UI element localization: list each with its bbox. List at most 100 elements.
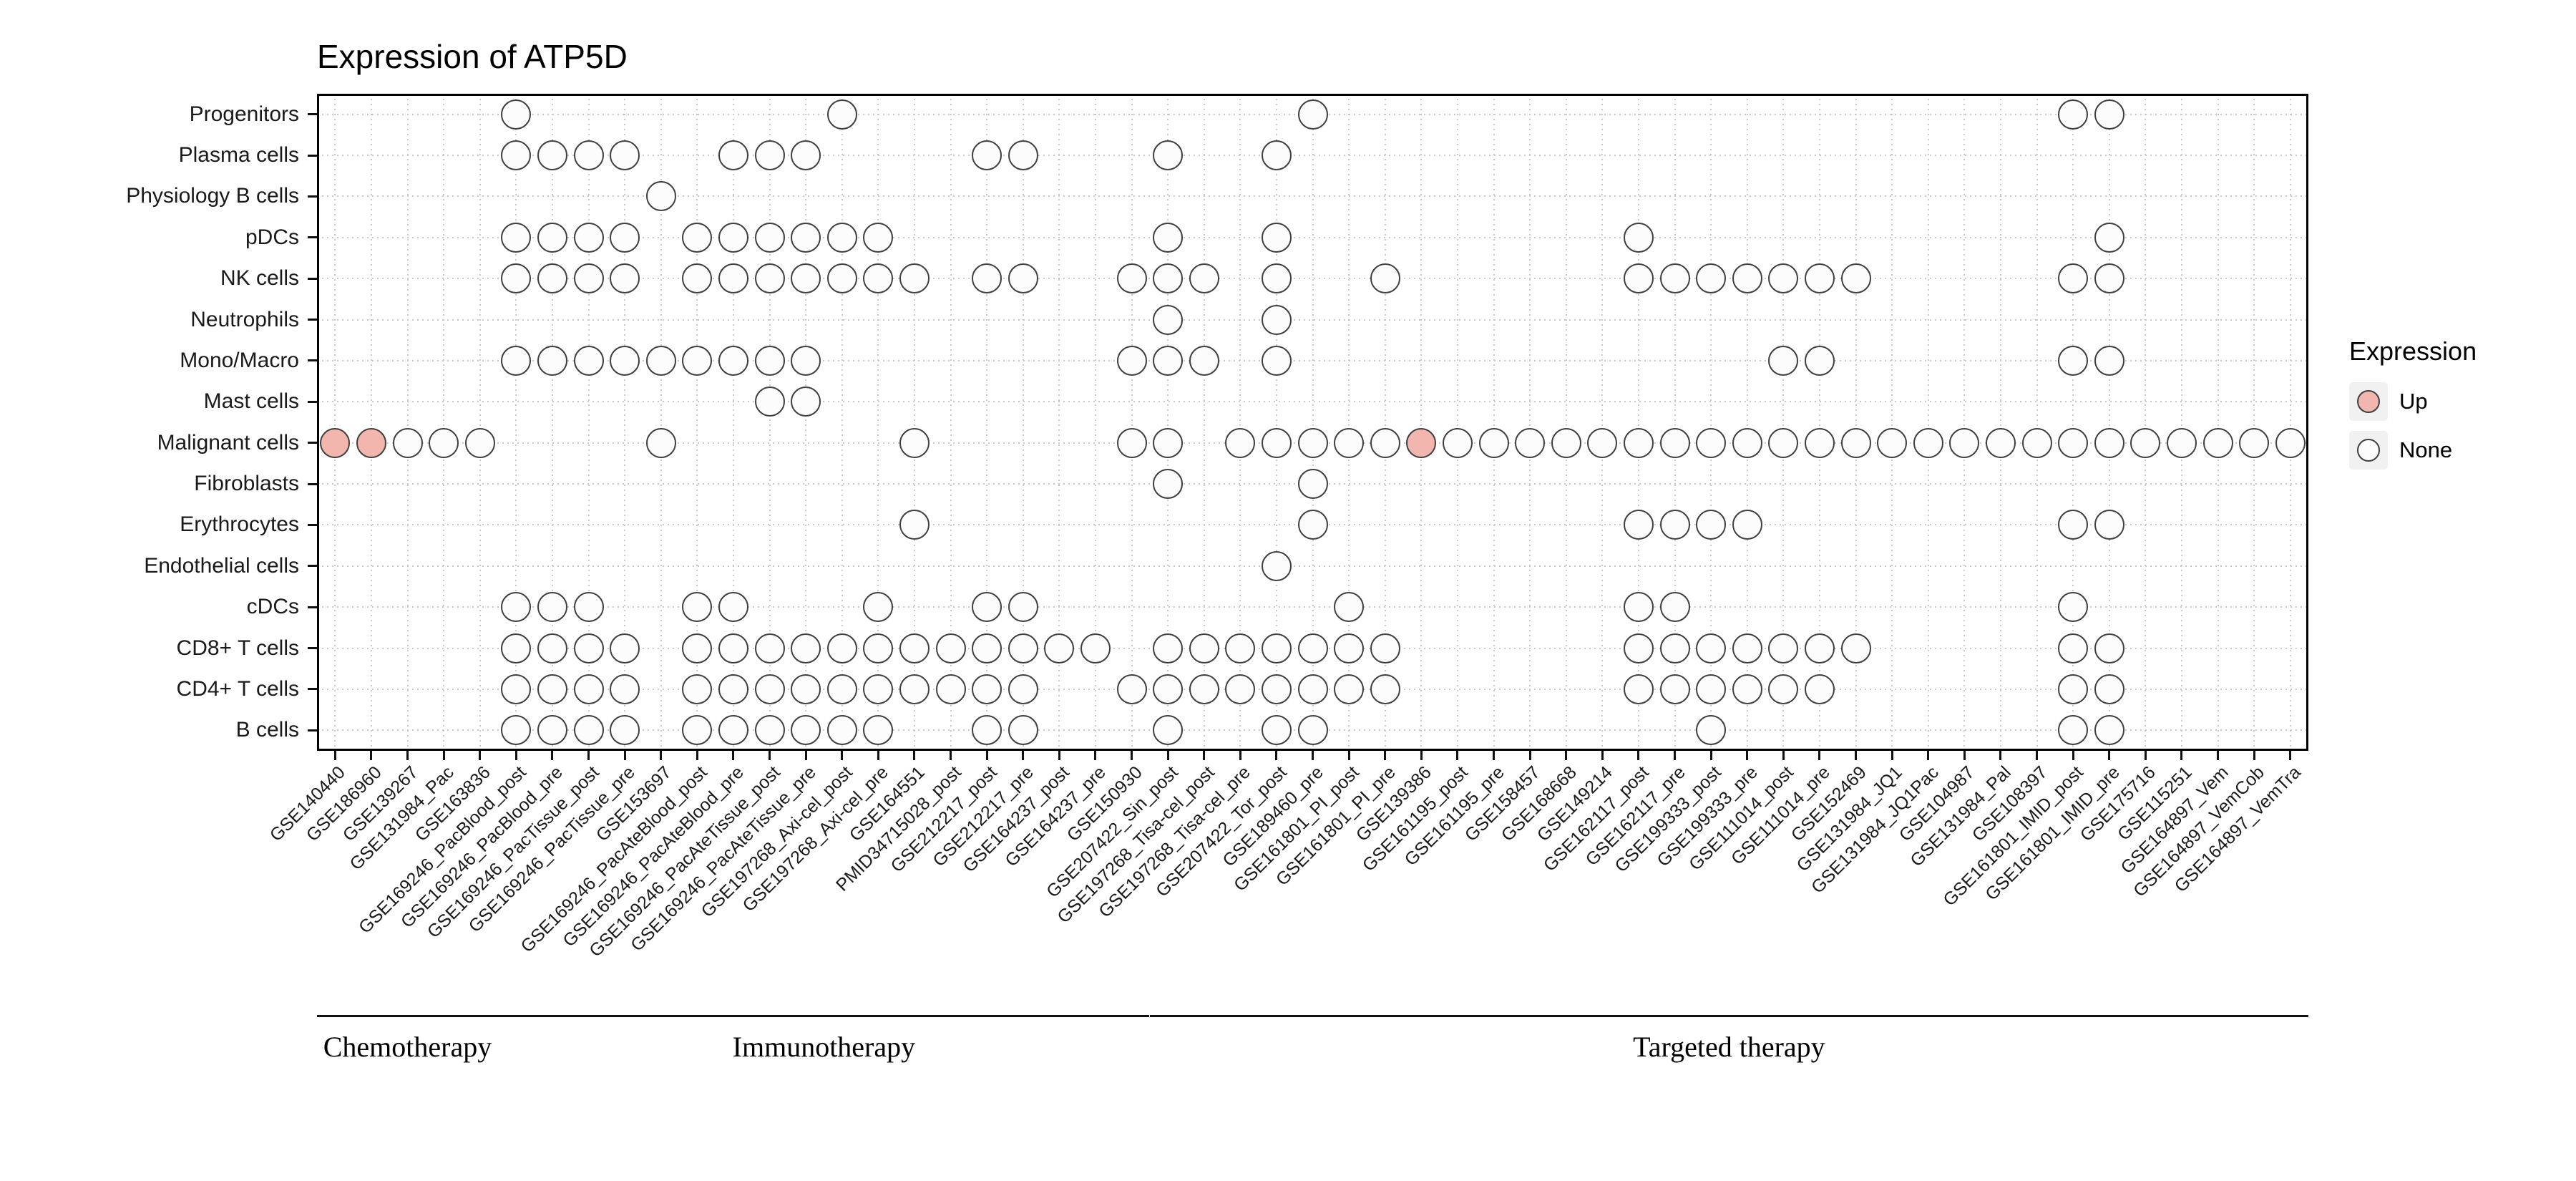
expression-dot-none bbox=[1659, 633, 1690, 664]
grid-line-vertical bbox=[1275, 94, 1277, 751]
grid-line-vertical bbox=[1710, 94, 1712, 751]
expression-dot-none bbox=[791, 222, 821, 253]
x-axis-tick bbox=[333, 751, 336, 760]
legend-item: None bbox=[2349, 431, 2477, 470]
expression-dot-none bbox=[1261, 427, 1292, 458]
x-axis-tick bbox=[732, 751, 735, 760]
expression-dot-none bbox=[1696, 633, 1727, 664]
expression-dot-none bbox=[791, 140, 821, 171]
expression-dot-none bbox=[537, 715, 567, 746]
grid-line-vertical bbox=[841, 94, 843, 751]
expression-dot-none bbox=[1153, 427, 1184, 458]
expression-dot-none bbox=[1334, 427, 1365, 458]
expression-dot-none bbox=[1732, 427, 1762, 458]
x-axis-tick bbox=[2253, 751, 2255, 760]
expression-dot-none bbox=[501, 633, 532, 664]
x-axis-tick bbox=[1384, 751, 1387, 760]
y-axis-tick bbox=[308, 606, 317, 608]
expression-dot-none bbox=[2021, 427, 2052, 458]
expression-dot-none bbox=[1008, 140, 1038, 171]
grid-line-vertical bbox=[1529, 94, 1531, 751]
grid-line-vertical bbox=[1167, 94, 1169, 751]
grid-line-vertical bbox=[1058, 94, 1060, 751]
expression-dot-none bbox=[1370, 263, 1400, 294]
expression-dot-none bbox=[1840, 633, 1871, 664]
expression-dot-none bbox=[1189, 345, 1219, 376]
expression-dot-none bbox=[1623, 674, 1654, 704]
expression-dot-none bbox=[2094, 510, 2124, 540]
expression-dot-none bbox=[2202, 427, 2233, 458]
grid-line-vertical bbox=[986, 94, 988, 751]
expression-dot-none bbox=[1623, 633, 1654, 664]
expression-dot-none bbox=[1153, 222, 1184, 253]
row-label: CD4+ T cells bbox=[176, 676, 299, 701]
chart-title: Expression of ATP5D bbox=[317, 38, 628, 75]
expression-dot-none bbox=[1732, 633, 1762, 664]
x-axis-tick bbox=[2289, 751, 2292, 760]
expression-dot-none bbox=[1949, 427, 1980, 458]
expression-dot-none bbox=[1008, 263, 1038, 294]
expression-dot-none bbox=[791, 674, 821, 704]
expression-dot-none bbox=[754, 263, 785, 294]
expression-dot-none bbox=[826, 674, 857, 704]
y-axis-tick bbox=[308, 688, 317, 691]
row-label: Physiology B cells bbox=[126, 184, 299, 208]
expression-dot-none bbox=[826, 715, 857, 746]
row-label: Malignant cells bbox=[157, 430, 299, 455]
expression-dot-none bbox=[972, 633, 1002, 664]
expression-dot-none bbox=[1153, 633, 1184, 664]
row-label: Mast cells bbox=[203, 389, 299, 414]
grid-line-vertical bbox=[1493, 94, 1495, 751]
expression-dot-none bbox=[826, 263, 857, 294]
x-axis-tick bbox=[877, 751, 879, 760]
expression-dot-none bbox=[754, 674, 785, 704]
grid-line-vertical bbox=[2036, 94, 2038, 751]
expression-dot-none bbox=[392, 427, 423, 458]
expression-dot-none bbox=[645, 181, 676, 212]
grid-line-vertical bbox=[877, 94, 879, 751]
expression-dot-none bbox=[2094, 633, 2124, 664]
expression-dot-none bbox=[718, 715, 748, 746]
expression-dot-none bbox=[682, 222, 713, 253]
expression-dot-none bbox=[754, 345, 785, 376]
row-label: Neutrophils bbox=[190, 307, 299, 331]
expression-dot-none bbox=[610, 222, 640, 253]
expression-dot-none bbox=[1370, 633, 1400, 664]
grid-line-vertical bbox=[1963, 94, 1966, 751]
therapy-group-label: Targeted therapy bbox=[1633, 1031, 1825, 1063]
row-label: Progenitors bbox=[189, 102, 299, 126]
expression-dot-none bbox=[1696, 427, 1727, 458]
x-axis-tick bbox=[660, 751, 663, 760]
expression-dot-none bbox=[2094, 222, 2124, 253]
grid-line-vertical bbox=[1746, 94, 1748, 751]
legend-key bbox=[2349, 382, 2388, 421]
expression-dot-none bbox=[2275, 427, 2306, 458]
grid-line-vertical bbox=[2108, 94, 2110, 751]
row-label: NK cells bbox=[220, 266, 299, 291]
expression-dot-none bbox=[610, 345, 640, 376]
x-axis-tick bbox=[2072, 751, 2074, 760]
expression-dot-none bbox=[1732, 674, 1762, 704]
expression-dot-none bbox=[682, 674, 713, 704]
expression-dot-none bbox=[1116, 263, 1147, 294]
grid-line-horizontal bbox=[317, 606, 2308, 608]
expression-dot-none bbox=[1225, 674, 1256, 704]
expression-dot-none bbox=[1261, 222, 1292, 253]
x-axis-tick bbox=[1674, 751, 1676, 760]
expression-dot-none bbox=[2094, 674, 2124, 704]
grid-line-vertical bbox=[624, 94, 626, 751]
expression-dot-none bbox=[1297, 99, 1328, 130]
expression-dot-none bbox=[1659, 592, 1690, 623]
expression-dot-none bbox=[537, 345, 567, 376]
expression-dot-none bbox=[972, 674, 1002, 704]
expression-dot-none bbox=[754, 140, 785, 171]
expression-dot-none bbox=[610, 140, 640, 171]
expression-dot-none bbox=[682, 633, 713, 664]
grid-line-vertical bbox=[1312, 94, 1314, 751]
expression-dot-none bbox=[718, 263, 748, 294]
grid-line-horizontal bbox=[317, 401, 2308, 403]
x-axis-tick bbox=[2180, 751, 2183, 760]
expression-dot-none bbox=[1515, 427, 1546, 458]
expression-dot-none bbox=[1153, 345, 1184, 376]
